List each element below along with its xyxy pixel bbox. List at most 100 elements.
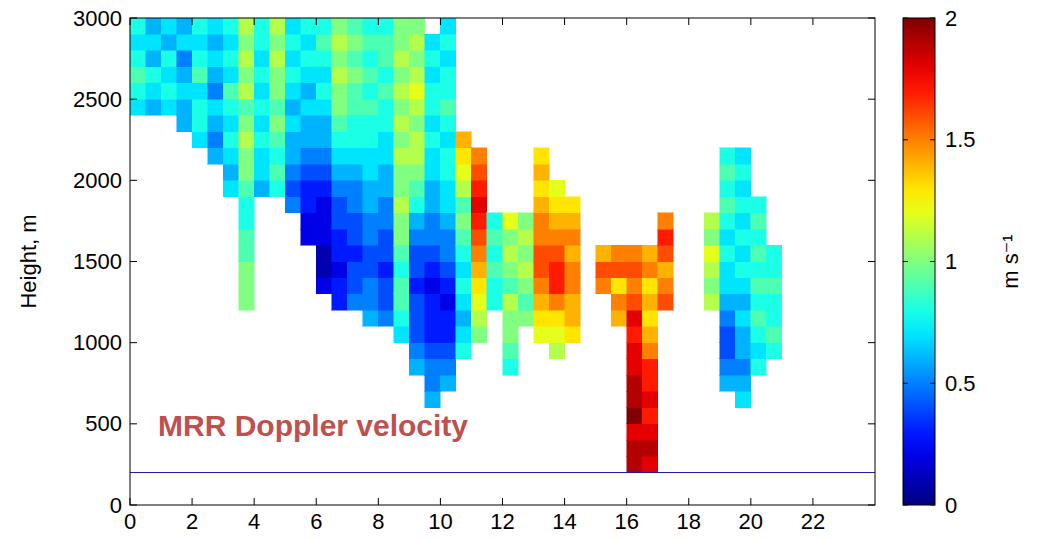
cell <box>425 180 441 196</box>
cell <box>301 213 317 229</box>
cell <box>751 278 767 294</box>
cell <box>146 99 162 115</box>
cell <box>642 424 658 440</box>
cell <box>239 115 255 131</box>
y-tick <box>130 99 137 100</box>
cell <box>766 294 782 310</box>
cell <box>456 132 472 148</box>
cell <box>254 164 270 180</box>
cell <box>565 326 581 342</box>
cell <box>394 278 410 294</box>
cell <box>627 294 643 310</box>
cell <box>239 34 255 50</box>
y-tick-label: 0 <box>110 493 122 518</box>
cell <box>378 132 394 148</box>
y-tick-label: 1000 <box>73 330 122 355</box>
x-tick <box>440 498 441 505</box>
cell <box>720 326 736 342</box>
cell <box>285 197 301 213</box>
cell <box>285 115 301 131</box>
cell <box>316 278 332 294</box>
cell <box>378 18 394 34</box>
cell <box>270 164 286 180</box>
cell <box>332 34 348 50</box>
cell <box>285 99 301 115</box>
cell <box>316 213 332 229</box>
cell <box>642 440 658 456</box>
cell <box>316 34 332 50</box>
cell <box>347 67 363 83</box>
cell <box>239 83 255 99</box>
cell <box>316 148 332 164</box>
cell <box>239 262 255 278</box>
y-tick-right <box>868 261 875 262</box>
cell <box>363 213 379 229</box>
cell <box>549 262 565 278</box>
cell <box>285 164 301 180</box>
x-tick-label: 20 <box>739 509 763 534</box>
cell <box>146 83 162 99</box>
y-tick-label: 2000 <box>73 168 122 193</box>
cell <box>378 67 394 83</box>
cell <box>394 245 410 261</box>
cell <box>239 229 255 245</box>
cell <box>239 132 255 148</box>
cell <box>394 213 410 229</box>
cell <box>627 456 643 472</box>
cell <box>425 197 441 213</box>
cell <box>471 229 487 245</box>
cell <box>363 310 379 326</box>
cell <box>347 245 363 261</box>
cell <box>642 408 658 424</box>
cell <box>487 229 503 245</box>
cell <box>394 83 410 99</box>
cell <box>301 50 317 66</box>
reference-line <box>130 472 875 473</box>
cell <box>316 50 332 66</box>
cell <box>161 34 177 50</box>
cell <box>487 278 503 294</box>
cell <box>456 310 472 326</box>
cell <box>363 34 379 50</box>
cell <box>270 34 286 50</box>
cell <box>177 67 193 83</box>
cell <box>518 310 534 326</box>
cell <box>720 278 736 294</box>
x-tick <box>812 498 813 505</box>
cell <box>720 213 736 229</box>
cell <box>270 132 286 148</box>
cell <box>223 99 239 115</box>
cell <box>270 180 286 196</box>
cell <box>161 99 177 115</box>
cell <box>347 132 363 148</box>
cell <box>425 326 441 342</box>
cell <box>440 278 456 294</box>
cell <box>394 180 410 196</box>
cell <box>735 343 751 359</box>
cell <box>130 67 146 83</box>
cell <box>704 262 720 278</box>
cell <box>161 67 177 83</box>
x-tick-label: 14 <box>552 509 576 534</box>
cell <box>332 262 348 278</box>
cell <box>394 326 410 342</box>
cell <box>720 310 736 326</box>
cell <box>642 262 658 278</box>
cell <box>223 18 239 34</box>
cell <box>347 294 363 310</box>
cell <box>735 359 751 375</box>
cell <box>347 99 363 115</box>
cell <box>440 375 456 391</box>
cell <box>503 262 519 278</box>
x-tick-top <box>378 18 379 25</box>
cell <box>487 262 503 278</box>
cell <box>471 310 487 326</box>
cell <box>130 50 146 66</box>
cell <box>642 343 658 359</box>
colorbar-tick <box>930 18 935 19</box>
cell <box>720 262 736 278</box>
cell <box>161 83 177 99</box>
x-tick-label: 0 <box>124 509 136 534</box>
cell <box>177 50 193 66</box>
cell <box>611 262 627 278</box>
